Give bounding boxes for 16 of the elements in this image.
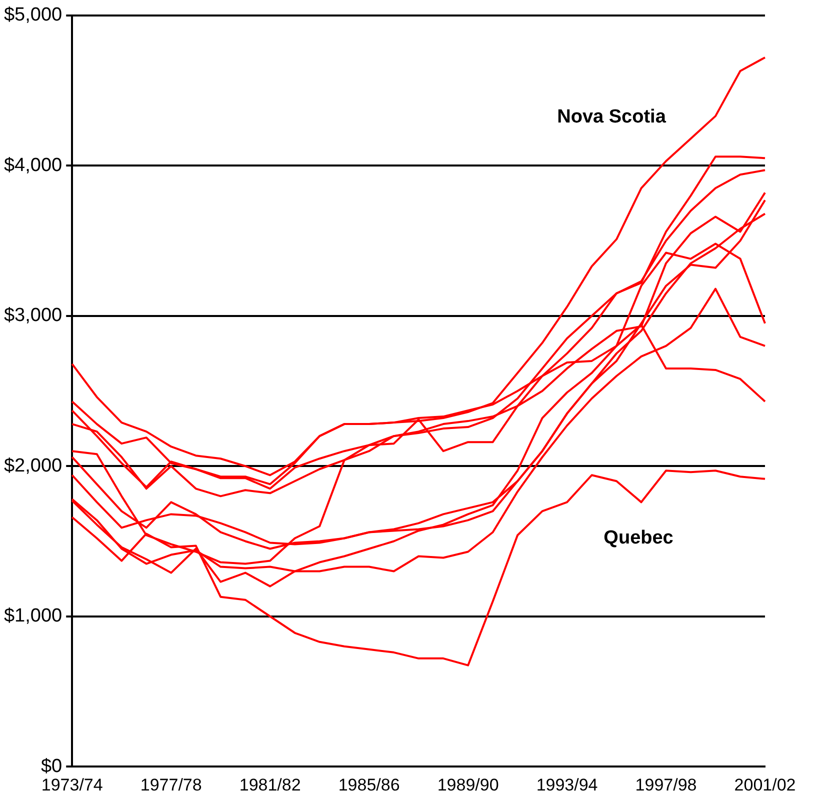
x-tick-label: 1997/98 bbox=[635, 775, 697, 794]
y-tick-label: $0 bbox=[40, 756, 62, 777]
x-tick-label: 1981/82 bbox=[239, 775, 301, 794]
y-tick-label: $5,000 bbox=[4, 4, 62, 26]
y-tick-label: $4,000 bbox=[4, 154, 62, 176]
x-tick-label: 1977/78 bbox=[140, 775, 202, 794]
y-tick-label: $3,000 bbox=[4, 305, 62, 326]
y-tick-label: $2,000 bbox=[4, 455, 62, 476]
series-label: Quebec bbox=[604, 527, 674, 548]
y-tick-label: $1,000 bbox=[4, 606, 62, 627]
series-label: Nova Scotia bbox=[557, 106, 666, 128]
x-tick-label: 1989/90 bbox=[437, 775, 499, 794]
x-tick-label: 1973/74 bbox=[41, 775, 103, 794]
x-tick-label: 1985/86 bbox=[338, 775, 400, 794]
x-tick-label: 2001/02 bbox=[734, 775, 796, 794]
x-tick-label: 1993/94 bbox=[536, 775, 598, 794]
